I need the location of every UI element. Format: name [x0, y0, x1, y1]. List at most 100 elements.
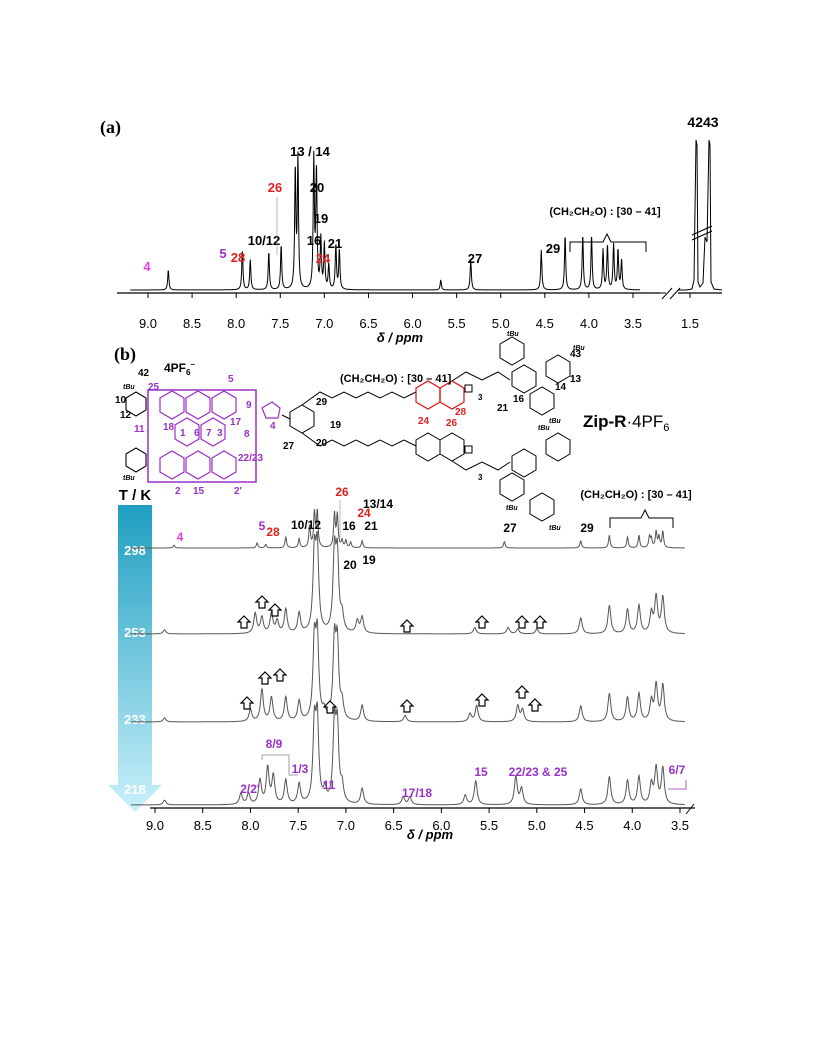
label-b-26: 26 [335, 485, 349, 499]
svg-text:25: 25 [148, 382, 160, 393]
up-arrow-icon [514, 615, 530, 629]
tick-label: 5.0 [492, 316, 510, 331]
up-arrow-icon [254, 595, 270, 609]
svg-text:tBu: tBu [573, 345, 585, 352]
tick-label: 7.5 [289, 818, 307, 833]
label-a-ch2: (CH₂CH₂O) : [30 – 41] [549, 206, 661, 218]
label-b-28: 28 [266, 525, 280, 539]
svg-text:22/23: 22/23 [238, 453, 263, 464]
up-arrow-icon [236, 615, 252, 629]
label-a-27: 27 [468, 251, 482, 266]
tick-label: 3.5 [624, 316, 642, 331]
temp-233: 233 [124, 712, 146, 727]
panel-b-axis-title: δ / ppm [407, 827, 454, 842]
svg-text:43: 43 [570, 349, 582, 360]
svg-text:20: 20 [316, 438, 328, 449]
label-a-10-12: 10/12 [248, 233, 281, 248]
label-b-8-9: 8/9 [266, 737, 283, 751]
tick-label: 8.5 [183, 316, 201, 331]
up-arrow-icon [322, 700, 338, 714]
label-b-17-18: 17/18 [402, 786, 432, 800]
svg-text:3: 3 [217, 428, 223, 439]
label-a-26: 26 [268, 180, 282, 195]
up-arrow-icon [474, 615, 490, 629]
tick-label: 6.5 [359, 316, 377, 331]
svg-text:12: 12 [120, 410, 132, 421]
tick-label: 6.0 [404, 316, 422, 331]
svg-text:2': 2' [234, 486, 242, 497]
temperature-header: T / K [119, 487, 152, 504]
svg-text:21: 21 [497, 403, 509, 414]
label-b-15: 15 [474, 765, 488, 779]
tick-label: 4.5 [576, 818, 594, 833]
structure-ch2-label: (CH₂CH₂O) : [30 – 41] [340, 373, 452, 385]
label-b-10-12: 10/12 [291, 518, 321, 532]
label-a-29: 29 [546, 241, 560, 256]
svg-text:tBu: tBu [123, 384, 135, 391]
shift-arrows [236, 595, 548, 714]
label-b-19: 19 [362, 553, 376, 567]
svg-text:19: 19 [330, 420, 342, 431]
label-b-24: 24 [357, 506, 371, 520]
tick-label: 5.5 [480, 818, 498, 833]
svg-text:14: 14 [555, 382, 567, 393]
tick-label: 8.0 [241, 818, 259, 833]
up-arrow-icon [272, 668, 288, 682]
svg-text:tBu: tBu [123, 475, 135, 482]
label-b-ch2: (CH₂CH₂O) : [30 – 41] [580, 489, 692, 501]
label-a-4: 4 [143, 259, 151, 274]
panel-a-ticks: 9.0 8.5 8.0 7.5 7.0 6.5 6.0 5.5 5.0 4.5 4.0 3.5 [139, 293, 642, 331]
svg-text:3: 3 [478, 473, 483, 482]
panel-a-axis-title: δ / ppm [377, 330, 424, 345]
svg-text:5: 5 [228, 374, 234, 385]
svg-text:tBu: tBu [507, 331, 519, 338]
temp-218: 218 [124, 782, 146, 797]
tick-label: 6.0 [432, 818, 450, 833]
svg-text:6: 6 [194, 428, 200, 439]
tick-label: 4.0 [580, 316, 598, 331]
panel-a-label: (a) [100, 117, 121, 138]
label-b-5: 5 [259, 519, 266, 533]
svg-text:18: 18 [163, 422, 175, 433]
svg-text:15: 15 [193, 486, 205, 497]
label-b-29: 29 [580, 521, 594, 535]
svg-text:10: 10 [115, 395, 127, 406]
label-b-4: 4 [177, 530, 184, 544]
tick-label: 8.0 [227, 316, 245, 331]
panel-a-labels: 4 5 28 10/12 26 13 / 14 20 19 16 24 21 2… [143, 144, 661, 274]
up-arrow-icon [399, 699, 415, 713]
label-b-6-7: 6/7 [669, 763, 686, 777]
svg-text:1: 1 [180, 428, 186, 439]
up-arrow-icon [532, 615, 548, 629]
svg-text:42: 42 [138, 368, 150, 379]
panel-b-ticks: 9.0 8.5 8.0 7.5 7.0 6.5 6.0 5.5 5.0 4.5 4.0 3.5 [146, 808, 689, 833]
tick-label: 5.0 [528, 818, 546, 833]
label-b-21: 21 [364, 519, 378, 533]
molecule-structure: tBu tBu 4PF6– 42 10 12 25 11 18 1 6 7 3 … [115, 331, 585, 532]
tick-label: 7.0 [315, 316, 333, 331]
axis-break-icon [660, 287, 722, 300]
svg-text:7: 7 [206, 428, 212, 439]
tick-label: 5.5 [448, 316, 466, 331]
tick-label: 4.5 [536, 316, 554, 331]
tick-label: 7.5 [271, 316, 289, 331]
svg-text:27: 27 [283, 441, 295, 452]
svg-text:24: 24 [418, 416, 430, 427]
counterion-label: 4PF6– [164, 360, 195, 377]
label-b-1-3: 1/3 [292, 762, 309, 776]
svg-text:tBu: tBu [538, 425, 550, 432]
up-arrow-icon [527, 698, 543, 712]
label-a-19: 19 [314, 211, 328, 226]
up-arrow-icon [267, 603, 283, 617]
label-a-13-14: 13 / 14 [290, 144, 331, 159]
panel-b-labels: 4 5 28 10/12 26 13/14 24 16 21 20 19 27 … [177, 485, 692, 800]
inset-tick-1: 1.5 [681, 316, 699, 331]
svg-text:9: 9 [246, 400, 252, 411]
up-arrow-icon [399, 619, 415, 633]
tick-label: 7.0 [337, 818, 355, 833]
svg-text:tBu: tBu [549, 525, 561, 532]
peak-label-42-43: 4243 [687, 114, 718, 130]
tick-label: 3.5 [671, 818, 689, 833]
svg-text:11: 11 [134, 424, 145, 435]
up-arrow-icon [239, 696, 255, 710]
